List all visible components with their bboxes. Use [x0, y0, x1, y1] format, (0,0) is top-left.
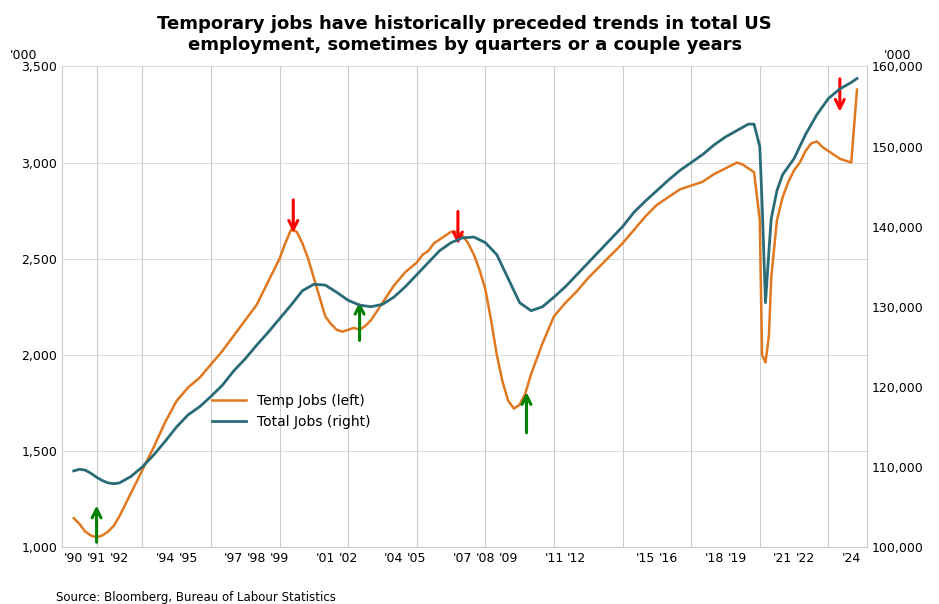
- Temp Jobs (left): [846, 159, 857, 166]
- Temp Jobs (left): [743, 165, 754, 172]
- Total Jobs (right): [108, 480, 119, 487]
- Title: Temporary jobs have historically preceded trends in total US
employment, sometim: Temporary jobs have historically precede…: [158, 15, 772, 54]
- Total Jobs (right): [251, 341, 262, 349]
- Total Jobs (right): [69, 467, 80, 475]
- Total Jobs (right): [852, 75, 863, 82]
- Temp Jobs (left): [69, 515, 80, 522]
- Temp Jobs (left): [91, 534, 102, 541]
- Temp Jobs (left): [771, 217, 782, 224]
- Total Jobs (right): [388, 294, 399, 301]
- Line: Temp Jobs (left): Temp Jobs (left): [74, 89, 857, 538]
- Text: Source: Bloomberg, Bureau of Labour Statistics: Source: Bloomberg, Bureau of Labour Stat…: [56, 591, 336, 604]
- Total Jobs (right): [685, 159, 697, 166]
- Total Jobs (right): [400, 283, 411, 291]
- Legend: Temp Jobs (left), Total Jobs (right): Temp Jobs (left), Total Jobs (right): [206, 388, 377, 434]
- Total Jobs (right): [548, 294, 560, 301]
- Line: Total Jobs (right): Total Jobs (right): [74, 79, 857, 484]
- Temp Jobs (left): [451, 228, 462, 236]
- Temp Jobs (left): [160, 419, 171, 426]
- Total Jobs (right): [274, 315, 285, 323]
- Text: '000: '000: [884, 49, 912, 62]
- Text: '000: '000: [10, 49, 38, 62]
- Temp Jobs (left): [852, 86, 863, 93]
- Temp Jobs (left): [228, 332, 239, 339]
